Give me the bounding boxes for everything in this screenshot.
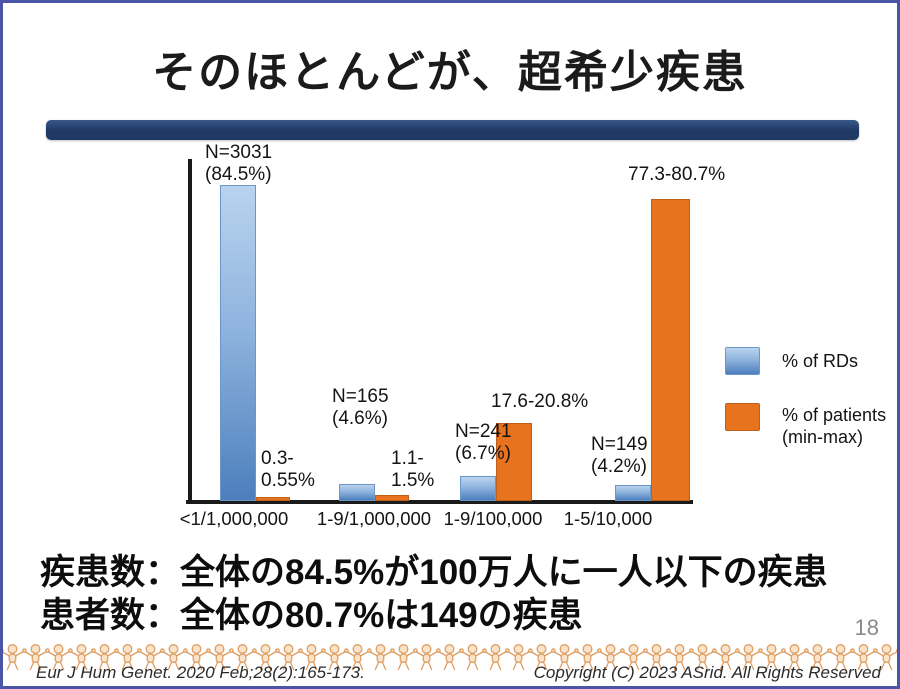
legend-swatch-patients (725, 403, 760, 431)
chart-y-axis (188, 159, 192, 504)
bar-label-patients-1: 0.3- 0.55% (261, 448, 315, 491)
footer-copyright: Copyright (C) 2023 ASrid. All Rights Res… (533, 663, 881, 682)
x-axis-label-1: <1/1,000,000 (179, 508, 289, 529)
bar-label-patients-4: 77.3-80.7% (628, 164, 726, 185)
x-axis-label-4: 1-5/10,000 (563, 508, 653, 529)
page-number: 18 (854, 615, 879, 640)
bar-rds-group2 (339, 484, 375, 501)
bar-label-rds-1: N=3031 (84.5%) (205, 142, 273, 185)
bar-patients-group1 (256, 497, 290, 501)
chart-x-axis (186, 500, 693, 504)
bar-rds-group4 (615, 485, 651, 501)
bar-label-patients-3: 17.6-20.8% (491, 391, 589, 412)
x-axis-label-2: 1-9/1,000,000 (316, 508, 432, 529)
footer-citation: Eur J Hum Genet. 2020 Feb;28(2):165-173. (36, 663, 365, 682)
title-divider-bar (46, 120, 859, 140)
bar-patients-group3 (496, 423, 532, 501)
x-axis-label-3: 1-9/100,000 (443, 508, 543, 529)
bar-rds-group1 (220, 185, 256, 501)
bar-label-rds-2: N=165 (4.6%) (332, 386, 389, 429)
statement-diseases: 疾患数：全体の84.5%が100万人に一人以下の疾患 (40, 553, 828, 592)
slide-title: そのほとんどが、超希少疾患 (152, 48, 748, 97)
bar-label-rds-3: N=241 (6.7%) (455, 421, 512, 464)
bar-label-patients-2: 1.1- 1.5% (391, 448, 435, 491)
legend-swatch-rds (725, 347, 760, 375)
legend-label-rds: % of RDs (782, 351, 859, 371)
bar-patients-group2 (375, 495, 409, 501)
statement-patients: 患者数：全体の80.7%は149の疾患 (40, 596, 583, 635)
bar-patients-group4 (651, 199, 690, 501)
bar-rds-group3 (460, 476, 496, 501)
bar-label-rds-4: N=149 (4.2%) (591, 434, 648, 477)
legend-label-patients: % of patients (min-max) (782, 405, 887, 447)
